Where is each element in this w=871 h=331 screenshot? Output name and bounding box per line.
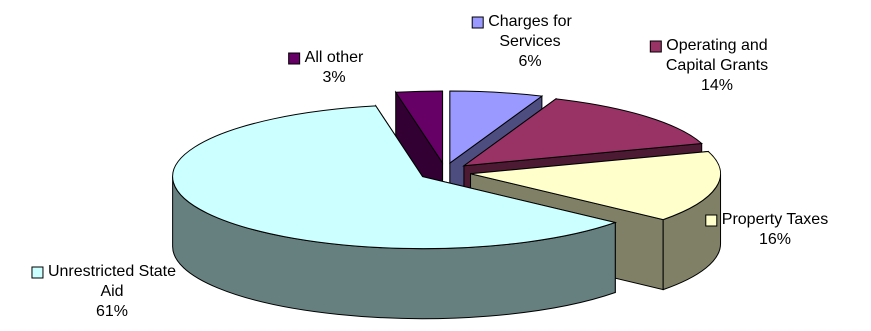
slice-label-text: Aid	[100, 283, 123, 300]
slice-percent-label: 6%	[518, 53, 541, 70]
slice-percent-label: 61%	[96, 303, 128, 320]
legend-key	[705, 214, 718, 227]
slice-label-text: Property Taxes	[722, 211, 828, 228]
pie-slice-top	[470, 150, 722, 221]
slice-label-text: Unrestricted State	[48, 263, 176, 280]
legend-key	[288, 52, 301, 65]
slice-label: Operating and Capital Grants 14%	[649, 37, 768, 94]
slice-label-text: Charges for	[488, 13, 572, 30]
slice-percent-label: 14%	[701, 77, 733, 94]
slice-percent-label: 3%	[322, 69, 345, 86]
slice-percent-label: 16%	[759, 231, 791, 248]
slice-label-text: All other	[305, 49, 364, 66]
pie-slice-top	[172, 105, 618, 250]
pie-slice-unrestricted-state-aid	[172, 104, 618, 320]
legend-key	[31, 266, 44, 279]
slice-label: Property Taxes 16%	[705, 211, 828, 248]
legend-key	[471, 16, 484, 29]
slice-label: Unrestricted State Aid 61%	[31, 263, 176, 320]
slice-label-text: Operating and	[666, 37, 767, 54]
slice-label: Charges for Services 6%	[471, 13, 572, 70]
pie-slice-top	[462, 98, 703, 167]
legend-key	[649, 40, 662, 53]
pie-slice-top	[449, 90, 544, 165]
slice-label-text: Capital Grants	[666, 57, 768, 74]
slice-label: All other 3%	[288, 49, 364, 86]
pie-slice-top	[394, 90, 444, 165]
slice-label-text: Services	[499, 33, 560, 50]
